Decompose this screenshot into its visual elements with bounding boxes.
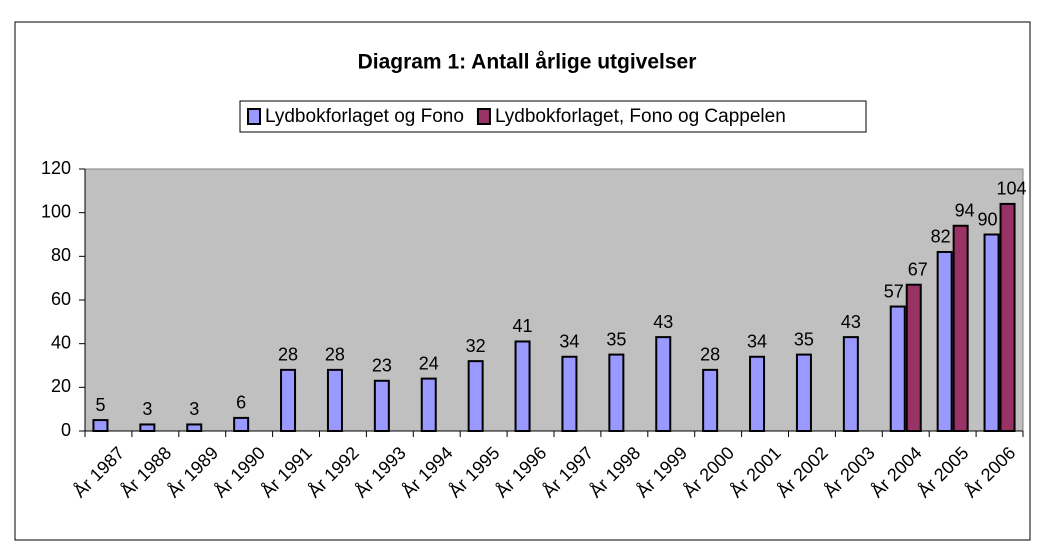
value-label: 32 — [466, 336, 486, 356]
y-tick-label: 80 — [51, 245, 71, 265]
bar — [936, 250, 953, 432]
value-label: 90 — [978, 209, 998, 229]
value-label: 57 — [884, 281, 904, 301]
y-tick-label: 100 — [41, 201, 71, 221]
value-label: 5 — [95, 395, 105, 415]
legend-label: Lydbokforlaget og Fono — [265, 106, 464, 127]
bar — [233, 416, 250, 432]
legend-swatch — [476, 108, 491, 125]
value-label: 6 — [236, 393, 246, 413]
value-label: 3 — [189, 399, 199, 419]
value-label: 43 — [841, 312, 861, 332]
bar — [467, 360, 484, 432]
bar — [326, 368, 343, 433]
legend-swatch — [247, 108, 261, 125]
value-label: 94 — [955, 201, 975, 221]
y-tick-label: 40 — [51, 332, 71, 352]
bar — [608, 353, 625, 433]
y-tick-label: 120 — [41, 158, 71, 178]
y-tick-label: 0 — [61, 420, 71, 440]
chart-title: Diagram 1: Antall årlige utgivelser — [358, 51, 697, 74]
bar — [749, 355, 766, 432]
bar — [514, 340, 531, 433]
bar — [952, 224, 969, 432]
value-label: 28 — [700, 345, 720, 365]
value-label: 41 — [513, 316, 533, 336]
value-label: 23 — [372, 356, 392, 376]
legend-box — [239, 100, 867, 133]
value-label: 67 — [908, 259, 928, 279]
bar — [92, 419, 109, 433]
plot-area — [84, 168, 1024, 432]
bar — [999, 202, 1016, 432]
bar — [280, 368, 297, 433]
value-label: 34 — [559, 332, 579, 352]
bar — [702, 368, 719, 433]
value-label: 28 — [325, 345, 345, 365]
value-label: 34 — [747, 332, 767, 352]
bar — [420, 377, 437, 433]
value-label: 104 — [997, 179, 1027, 199]
value-label: 28 — [278, 345, 298, 365]
bar — [889, 305, 906, 432]
value-label: 35 — [606, 329, 626, 349]
bar — [373, 379, 390, 432]
bar — [655, 336, 672, 432]
bar — [842, 336, 859, 432]
value-label: 43 — [653, 312, 673, 332]
value-label: 82 — [931, 227, 951, 247]
bar — [905, 283, 922, 433]
y-tick-label: 60 — [51, 289, 71, 309]
bar — [139, 423, 156, 433]
legend-label: Lydbokforlaget, Fono og Cappelen — [495, 106, 786, 127]
value-label: 24 — [419, 353, 439, 373]
y-tick-label: 20 — [51, 376, 71, 396]
value-label: 3 — [142, 399, 152, 419]
bar — [561, 355, 578, 432]
bar — [795, 353, 812, 433]
value-label: 35 — [794, 329, 814, 349]
bar — [983, 233, 1000, 432]
bar — [186, 423, 203, 433]
